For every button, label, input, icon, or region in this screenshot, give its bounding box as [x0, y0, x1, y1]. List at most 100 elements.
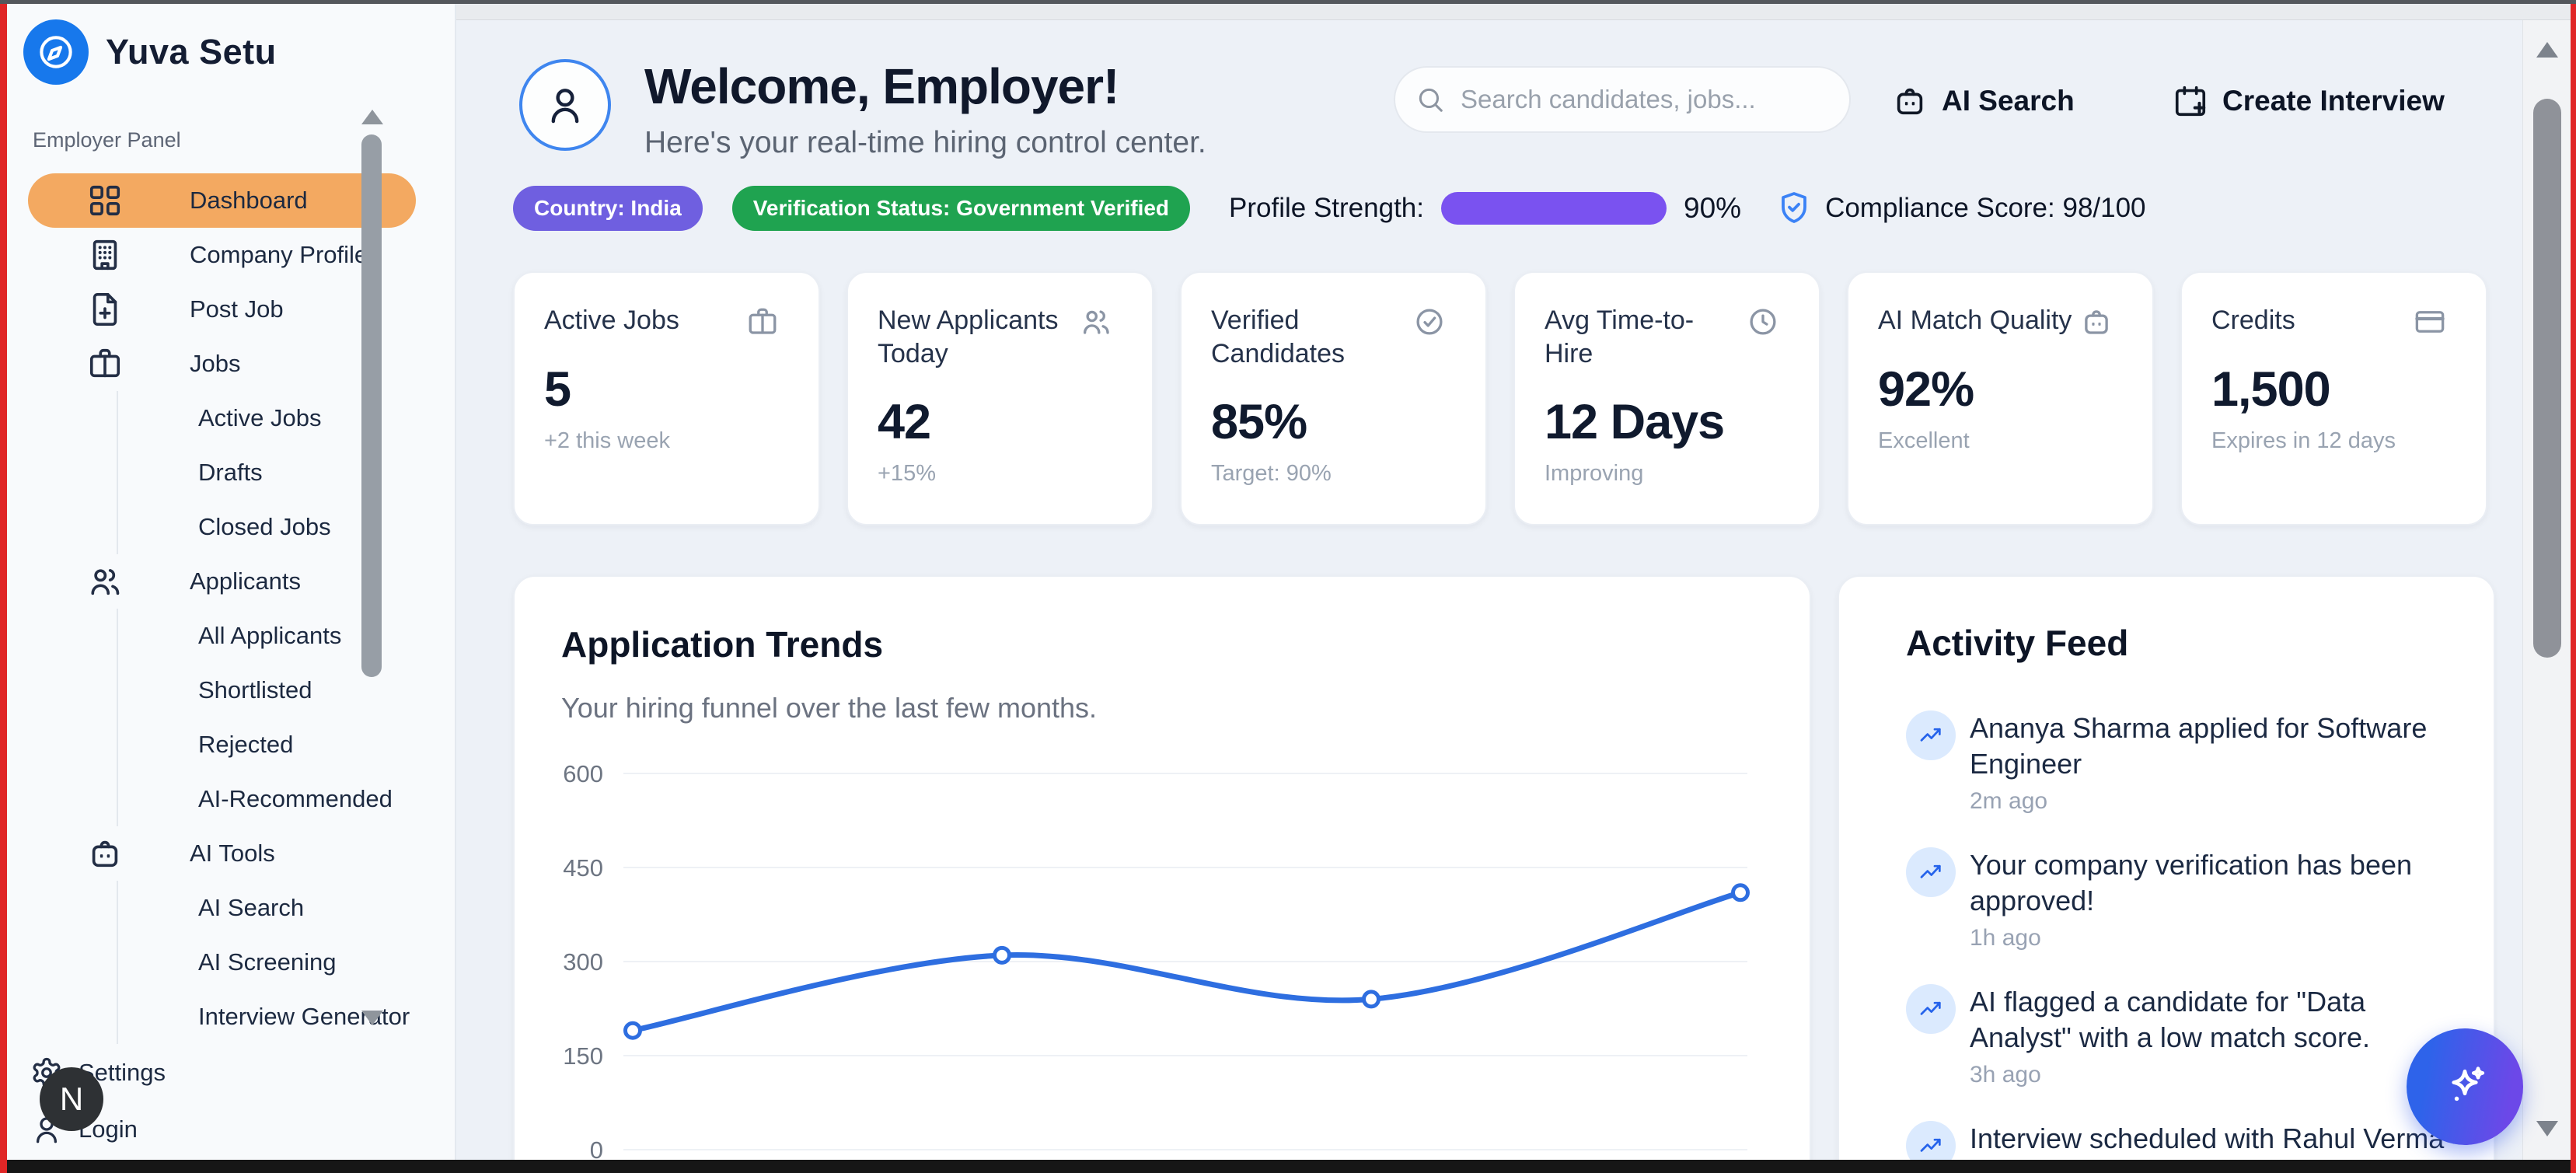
activity-item-time: 1h ago	[1970, 925, 2041, 951]
sidebar-item-label: AI Search	[198, 894, 305, 921]
sidebar-item-interview-generator[interactable]: Interview Generator	[28, 990, 416, 1044]
y-tick-label: 0	[590, 1136, 603, 1160]
stat-card-value: 92%	[1878, 362, 1974, 417]
sidebar-item-all-applicants[interactable]: All Applicants	[28, 609, 416, 663]
trending-up-icon	[1906, 984, 1956, 1034]
stat-card-subtext: Improving	[1545, 461, 1644, 486]
trending-up-icon	[1906, 710, 1956, 760]
stat-card-ai-match-quality: AI Match Quality 92% Excellent	[1847, 271, 2154, 525]
user-avatar-badge[interactable]: N	[40, 1067, 103, 1131]
sidebar-item-closed-jobs[interactable]: Closed Jobs	[28, 500, 416, 554]
activity-item-time: 2m ago	[1970, 788, 2048, 814]
activity-item: Ananya Sharma applied for Software Engin…	[1906, 710, 2450, 815]
clock-icon	[1747, 305, 1779, 338]
stat-card-verified-candidates: Verified Candidates 85% Target: 90%	[1180, 271, 1487, 525]
ai-search-button[interactable]: AI Search	[1892, 78, 2075, 124]
briefcase-icon	[87, 346, 123, 382]
sidebar-item-ai-search[interactable]: AI Search	[28, 881, 416, 935]
sidebar-scroll-down-arrow[interactable]	[361, 1011, 383, 1025]
sidebar-item-label: Closed Jobs	[198, 513, 331, 540]
sidebar-item-label: AI-Recommended	[198, 785, 393, 812]
sidebar-item-ai-screening[interactable]: AI Screening	[28, 935, 416, 990]
sidebar-item-label: AI Screening	[198, 948, 337, 976]
stat-card-value: 5	[544, 362, 571, 417]
ai-assistant-fab[interactable]	[2407, 1028, 2523, 1145]
sidebar-item-jobs[interactable]: Jobs	[28, 337, 416, 391]
bot-icon	[2080, 305, 2113, 338]
stat-card-subtext: Target: 90%	[1211, 461, 1332, 486]
search-input[interactable]	[1461, 85, 1831, 114]
stat-card-head: AI Match Quality	[1878, 304, 2123, 338]
sidebar-item-label: All Applicants	[198, 622, 342, 649]
sidebar-item-ai-recommended[interactable]: AI-Recommended	[28, 772, 416, 826]
shield-check-icon	[1775, 190, 1813, 227]
activity-item-body: Ananya Sharma applied for Software Engin…	[1970, 710, 2450, 815]
search-bar[interactable]	[1394, 66, 1851, 133]
stat-card-head: Verified Candidates	[1211, 304, 1456, 371]
sidebar-item-ai-tools[interactable]: AI Tools	[28, 826, 416, 881]
sidebar-item-label: Post Job	[190, 295, 284, 323]
stat-card-subtext: Excellent	[1878, 428, 1970, 453]
sidebar-item-post-job[interactable]: Post Job	[28, 282, 416, 337]
window-left-border	[0, 0, 7, 1173]
y-tick-label: 600	[563, 760, 603, 787]
application-trends-chart: 0 150 300 450 600	[563, 760, 1750, 1160]
briefcase-icon	[746, 305, 779, 338]
y-tick-label: 300	[563, 948, 603, 976]
sidebar-item-label: Shortlisted	[198, 676, 312, 703]
page-subtitle: Here's your real-time hiring control cen…	[644, 126, 1206, 159]
employer-avatar	[519, 59, 611, 151]
stat-card-new-applicants-today: New Applicants Today 42 +15%	[846, 271, 1154, 525]
activity-feed-title: Activity Feed	[1906, 623, 2129, 663]
chart-point[interactable]	[1362, 990, 1380, 1009]
activity-item-body: Your company verification has been appro…	[1970, 847, 2450, 951]
main-scrollbar-thumb[interactable]	[2533, 99, 2561, 658]
sidebar-item-dashboard[interactable]: Dashboard	[28, 173, 416, 228]
check-circle-icon	[1413, 305, 1446, 338]
stat-card-value: 12 Days	[1545, 395, 1725, 449]
chart-point[interactable]	[623, 1021, 642, 1040]
stat-card-subtext: +15%	[878, 461, 936, 486]
activity-item: AI flagged a candidate for "Data Analyst…	[1906, 984, 2450, 1088]
create-interview-button[interactable]: Create Interview	[2173, 78, 2445, 124]
stat-card-value: 1,500	[2211, 362, 2331, 417]
y-tick-label: 150	[563, 1042, 603, 1070]
activity-item-text: Your company verification has been appro…	[1970, 849, 2413, 916]
activity-item-body: Interview scheduled with Rahul Verma for…	[1970, 1121, 2450, 1160]
sidebar-scroll-up-arrow[interactable]	[361, 110, 383, 124]
stat-card-avg-time-to-hire: Avg Time-to-Hire 12 Days Improving	[1513, 271, 1820, 525]
search-icon	[1419, 88, 1443, 112]
profile-strength-percent: 90%	[1684, 192, 1742, 224]
sidebar-item-label: Dashboard	[190, 187, 308, 214]
stat-card-head: New Applicants Today	[878, 304, 1122, 371]
sidebar-item-label: Rejected	[198, 731, 294, 758]
main-scroll-up-arrow[interactable]	[2536, 42, 2558, 58]
top-strip	[456, 4, 2571, 20]
window-top-edge	[0, 0, 2576, 4]
sidebar-item-active-jobs[interactable]: Active Jobs	[28, 391, 416, 445]
create-interview-label: Create Interview	[2222, 85, 2445, 117]
main-scroll-down-arrow[interactable]	[2536, 1121, 2558, 1136]
sidebar-item-drafts[interactable]: Drafts	[28, 445, 416, 500]
chart-point[interactable]	[993, 945, 1011, 965]
stat-card-value: 85%	[1211, 395, 1307, 449]
sidebar-nav: Dashboard Company Profile Post Job Jobs Acti…	[7, 173, 456, 1044]
sidebar-item-applicants[interactable]: Applicants	[28, 554, 416, 609]
compliance-score: Compliance Score: 98/100	[1775, 190, 2146, 227]
brand: Yuva Setu	[23, 15, 277, 89]
stat-cards-row: Active Jobs 5 +2 this week New Applicant…	[513, 271, 2487, 525]
sidebar-item-company-profile[interactable]: Company Profile	[28, 228, 416, 282]
profile-strength-bar	[1441, 192, 1667, 225]
users-icon	[1080, 305, 1112, 338]
stat-card-credits: Credits 1,500 Expires in 12 days	[2180, 271, 2487, 525]
activity-item: Your company verification has been appro…	[1906, 847, 2450, 951]
sidebar-section-label: Employer Panel	[33, 128, 181, 152]
sidebar-scrollbar-thumb[interactable]	[361, 134, 382, 677]
chart-point[interactable]	[1731, 883, 1750, 902]
sparkles-icon	[2452, 1067, 2485, 1101]
sidebar-item-shortlisted[interactable]: Shortlisted	[28, 663, 416, 717]
users-icon	[87, 564, 123, 599]
sidebar-item-rejected[interactable]: Rejected	[28, 717, 416, 772]
main-scrollbar-track[interactable]	[2522, 20, 2571, 1160]
